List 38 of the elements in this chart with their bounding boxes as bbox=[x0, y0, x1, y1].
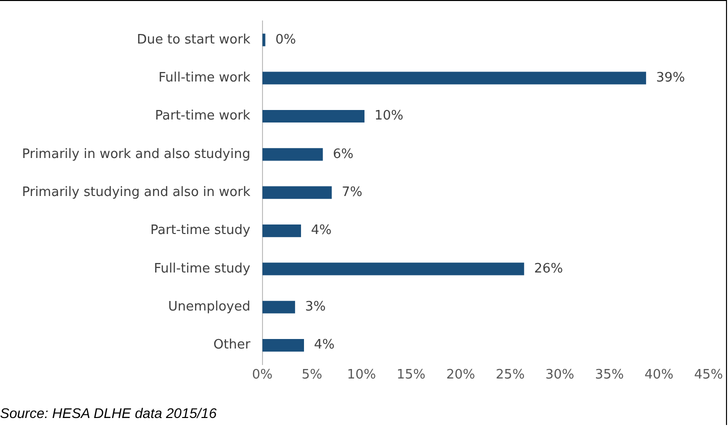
y-tick-label: Due to start work bbox=[136, 32, 251, 48]
bar bbox=[262, 339, 304, 352]
data-label: 3% bbox=[305, 300, 326, 315]
x-tick-label: 0% bbox=[252, 368, 273, 383]
x-tick-label: 20% bbox=[446, 368, 476, 383]
y-tick-label: Part-time study bbox=[150, 223, 251, 238]
x-tick-label: 30% bbox=[545, 368, 574, 383]
bar bbox=[262, 148, 323, 161]
bar bbox=[262, 224, 302, 238]
data-label: 0% bbox=[275, 32, 296, 48]
x-tick-label: 25% bbox=[496, 368, 525, 383]
bar bbox=[262, 110, 364, 123]
x-tick-label: 40% bbox=[644, 368, 674, 383]
x-tick-label: 5% bbox=[302, 368, 322, 383]
data-label: 4% bbox=[314, 338, 335, 353]
y-tick-label: Part-time work bbox=[155, 108, 251, 124]
bar bbox=[262, 300, 296, 314]
x-tick-label: 35% bbox=[594, 368, 624, 383]
bar bbox=[262, 262, 524, 276]
source-note: Source: HESA DLHE data 2015/16 bbox=[0, 405, 217, 421]
y-tick-label: Other bbox=[213, 338, 251, 353]
x-tick-label: 15% bbox=[396, 368, 426, 383]
x-tick-label: 45% bbox=[694, 368, 724, 383]
bar bbox=[262, 34, 266, 46]
data-label: 4% bbox=[311, 223, 332, 238]
data-label: 6% bbox=[332, 146, 354, 162]
y-tick-label: Primarily in work and also studying bbox=[22, 146, 250, 162]
data-label: 7% bbox=[342, 184, 362, 200]
y-tick-label: Unemployed bbox=[168, 300, 250, 315]
data-label: 39% bbox=[656, 70, 685, 86]
data-label: 26% bbox=[534, 261, 564, 276]
bar bbox=[262, 72, 646, 84]
y-tick-label: Full-time study bbox=[154, 261, 251, 276]
y-tick-label: Full-time work bbox=[158, 70, 251, 86]
data-label: 10% bbox=[374, 108, 404, 124]
y-tick-label: Primarily studying and also in work bbox=[22, 184, 251, 200]
x-tick-label: 10% bbox=[347, 368, 376, 383]
bar bbox=[262, 186, 332, 199]
